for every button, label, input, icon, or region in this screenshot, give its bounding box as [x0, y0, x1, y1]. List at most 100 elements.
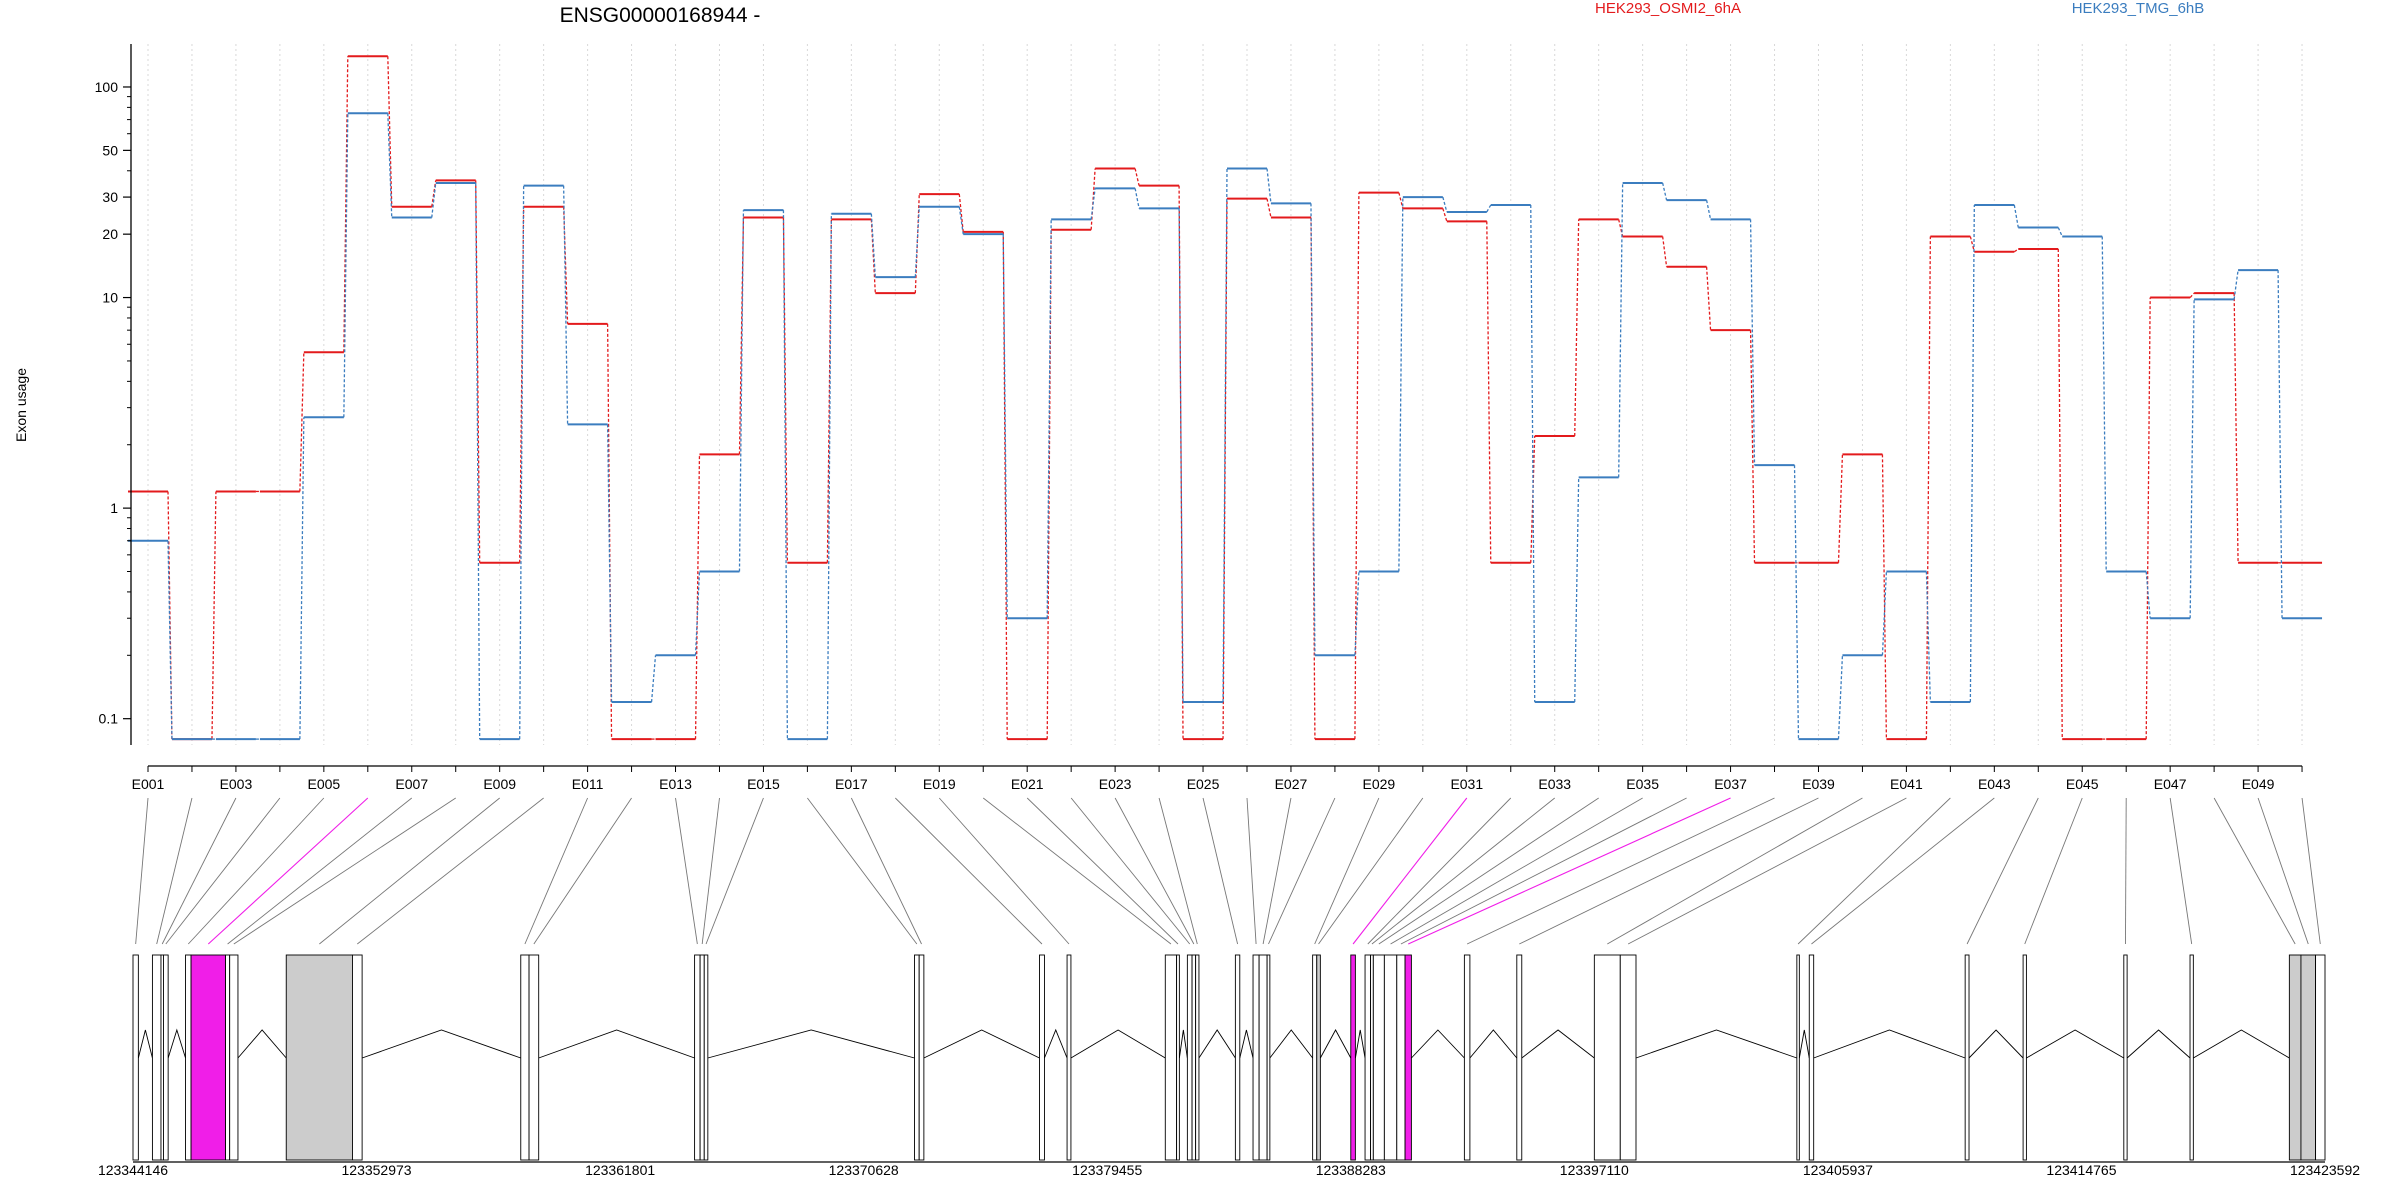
connector-E031	[1352, 797, 1468, 945]
series-2-link	[650, 655, 657, 703]
exon-label-E017: E017	[835, 776, 868, 792]
intron-24	[1198, 1029, 1236, 1059]
connector-E002	[156, 797, 193, 945]
series-2-link	[606, 424, 613, 703]
exon-box-E026	[1252, 954, 1260, 1161]
series-2-link	[2277, 270, 2283, 619]
exon-box-E050	[2315, 954, 2326, 1161]
series-2-link	[870, 213, 876, 278]
exon-box-E043	[1808, 954, 1815, 1161]
intron-46	[2126, 1029, 2191, 1059]
series-1-link	[958, 194, 964, 232]
exon-label-E035: E035	[1626, 776, 1659, 792]
exon-box-E037	[1404, 954, 1412, 1161]
connector-E037	[1408, 797, 1731, 945]
series-2-link	[562, 185, 569, 425]
exon-box-E014	[699, 954, 705, 1161]
series-1-link	[1574, 219, 1580, 437]
y-tick-label-0.1: 0.1	[99, 711, 119, 727]
exon-box-E008	[229, 954, 239, 1161]
exon-box-E019	[1066, 954, 1072, 1161]
genome-tick-label-123388283: 123388283	[1316, 1162, 1386, 1178]
exon-box-E032	[1364, 954, 1372, 1161]
series-1-link	[1969, 236, 1975, 252]
series-1-link	[2013, 248, 2019, 253]
exon-box-E031	[1350, 954, 1356, 1161]
exon-label-E039: E039	[1802, 776, 1835, 792]
exon-box-E015	[703, 954, 709, 1161]
series-2-link	[1705, 200, 1712, 220]
exon-label-E021: E021	[1011, 776, 1044, 792]
exon-label-E007: E007	[395, 776, 428, 792]
series-1-link	[694, 454, 701, 740]
series-2-link	[2057, 227, 2063, 237]
exon-label-E049: E049	[2242, 776, 2275, 792]
connector-E032	[1367, 797, 1512, 945]
exon-box-E007	[225, 954, 231, 1161]
series-lines	[128, 55, 2323, 741]
exon-box-E006	[190, 954, 226, 1161]
legend-series-1: HEK293_OSMI2_6hA	[1595, 0, 1741, 17]
series-1-link	[914, 194, 920, 294]
series-2-link	[1090, 188, 1096, 220]
connector-E034	[1378, 797, 1599, 945]
connector-E016	[807, 797, 918, 945]
series-2-link	[299, 417, 305, 740]
series-2-link	[1881, 571, 1888, 656]
genome-tick-label-123361801: 123361801	[585, 1162, 655, 1178]
connector-E038	[1466, 797, 1775, 945]
connector-E006	[207, 797, 369, 945]
exon-box-E036	[1396, 954, 1406, 1161]
series-2-link	[1530, 205, 1536, 703]
legend-series-2: HEK293_TMG_6hB	[2072, 0, 2205, 17]
series-2-link	[1749, 219, 1756, 466]
genome-tick-label-123405937: 123405937	[1803, 1162, 1873, 1178]
intron-38	[1469, 1029, 1518, 1059]
exon-label-E001: E001	[132, 776, 165, 792]
exon-box-E049	[2300, 954, 2317, 1161]
exon-label-E025: E025	[1187, 776, 1220, 792]
connector-E017	[850, 797, 922, 945]
exon-box-E001	[132, 954, 139, 1161]
exon-box-E030	[1316, 954, 1321, 1161]
series-2-link	[1134, 188, 1140, 209]
y-tick-label-10: 10	[102, 290, 118, 306]
exon-box-E034	[1372, 954, 1385, 1161]
exon-label-E031: E031	[1450, 776, 1483, 792]
intron-45	[2026, 1029, 2125, 1059]
exon-box-E016	[914, 954, 920, 1161]
series-2-link	[1046, 219, 1052, 619]
connector-E049	[2257, 797, 2309, 945]
y-tick-label-20: 20	[102, 226, 118, 242]
series-1-link	[1925, 236, 1932, 740]
series-2-link	[782, 210, 789, 740]
connector-E018	[895, 797, 1043, 945]
genome-tick-label-123370628: 123370628	[829, 1162, 899, 1178]
series-2-link	[2189, 299, 2195, 619]
intron-15	[707, 1029, 915, 1059]
series-2-link	[387, 113, 393, 218]
intron-43	[1813, 1029, 1966, 1059]
connector-E025	[1202, 797, 1239, 945]
connector-E004	[165, 797, 281, 945]
exon-label-E009: E009	[483, 776, 516, 792]
exon-box-E035	[1383, 954, 1398, 1161]
intron-30	[1319, 1029, 1352, 1059]
exon-label-E005: E005	[307, 776, 340, 792]
series-1-link	[1134, 168, 1140, 186]
series-1-link	[1178, 185, 1184, 740]
connector-E007	[227, 797, 413, 945]
series-1-link	[1881, 454, 1888, 740]
y-axis-label: Exon usage	[13, 368, 29, 442]
intron-37	[1411, 1029, 1465, 1059]
intron-42	[1798, 1029, 1810, 1059]
connector-E041	[1627, 797, 1907, 945]
series-2-link	[343, 113, 349, 418]
series-2-link	[475, 182, 481, 740]
y-tick-label-50: 50	[102, 142, 118, 158]
genome-tick-label-123423592: 123423592	[2290, 1162, 2360, 1178]
exon-label-E037: E037	[1714, 776, 1747, 792]
series-2-link	[1618, 182, 1624, 478]
genome-tick-label-123344146: 123344146	[98, 1162, 168, 1178]
